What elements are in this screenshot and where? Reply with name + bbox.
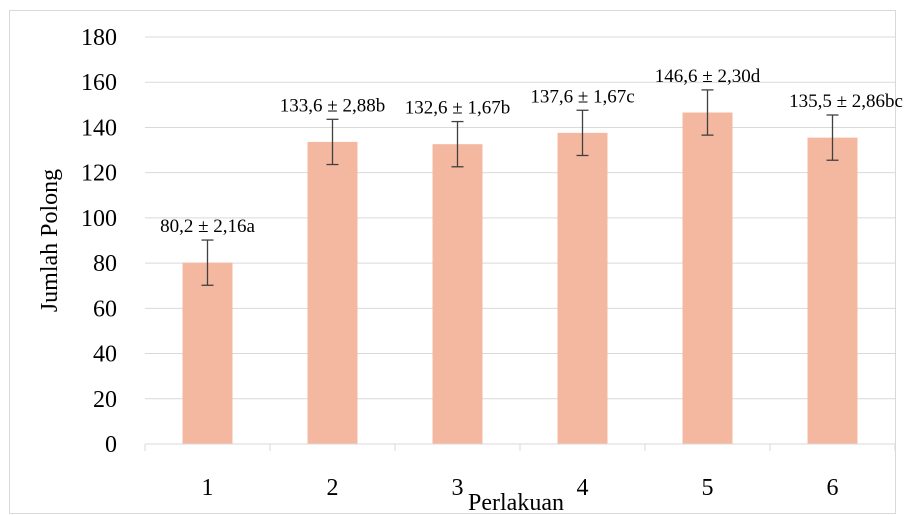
y-tick-label: 0	[105, 432, 117, 458]
data-label: 146,6 ± 2,30d	[655, 66, 761, 87]
y-tick-label: 140	[81, 115, 117, 141]
data-labels: 80,2 ± 2,16a 133,6 ± 2,88b 132,6 ± 1,67b 13…	[160, 66, 903, 237]
x-tick-label: 2	[327, 475, 339, 501]
x-tick-label: 1	[202, 475, 214, 501]
axes: 0 20 40 60 80 100 120 140 160 180 1 2 3 4 5 6	[81, 25, 896, 501]
x-tick-label: 4	[577, 475, 589, 501]
bar	[557, 132, 608, 445]
x-tick-label: 6	[827, 475, 839, 501]
data-label: 135,5 ± 2,86bc	[789, 91, 903, 112]
bars	[182, 112, 858, 445]
data-label: 137,6 ± 1,67c	[530, 86, 634, 107]
y-tick-label: 160	[81, 70, 117, 96]
bar	[182, 262, 233, 444]
y-tick-label: 120	[81, 161, 117, 187]
y-tick-label: 100	[81, 206, 117, 232]
bar	[307, 141, 358, 444]
x-axis-title: Perlakuan	[468, 490, 564, 515]
y-tick-label: 60	[93, 296, 117, 322]
data-label: 132,6 ± 1,67b	[405, 98, 510, 119]
x-tick-label: 3	[452, 475, 464, 501]
bar	[807, 137, 858, 444]
y-tick-label: 80	[93, 251, 117, 277]
y-tick-label: 20	[93, 387, 117, 413]
gridlines	[145, 36, 895, 400]
data-label: 80,2 ± 2,16a	[160, 216, 255, 237]
bar	[432, 144, 483, 444]
y-tick-label: 180	[81, 25, 117, 51]
y-axis-title: Jumlah Polong	[37, 169, 63, 312]
data-label: 133,6 ± 2,88b	[280, 95, 385, 116]
bar	[682, 112, 733, 444]
x-tick-label: 5	[702, 475, 714, 501]
error-bars	[201, 89, 839, 286]
y-tick-label: 40	[93, 342, 117, 368]
